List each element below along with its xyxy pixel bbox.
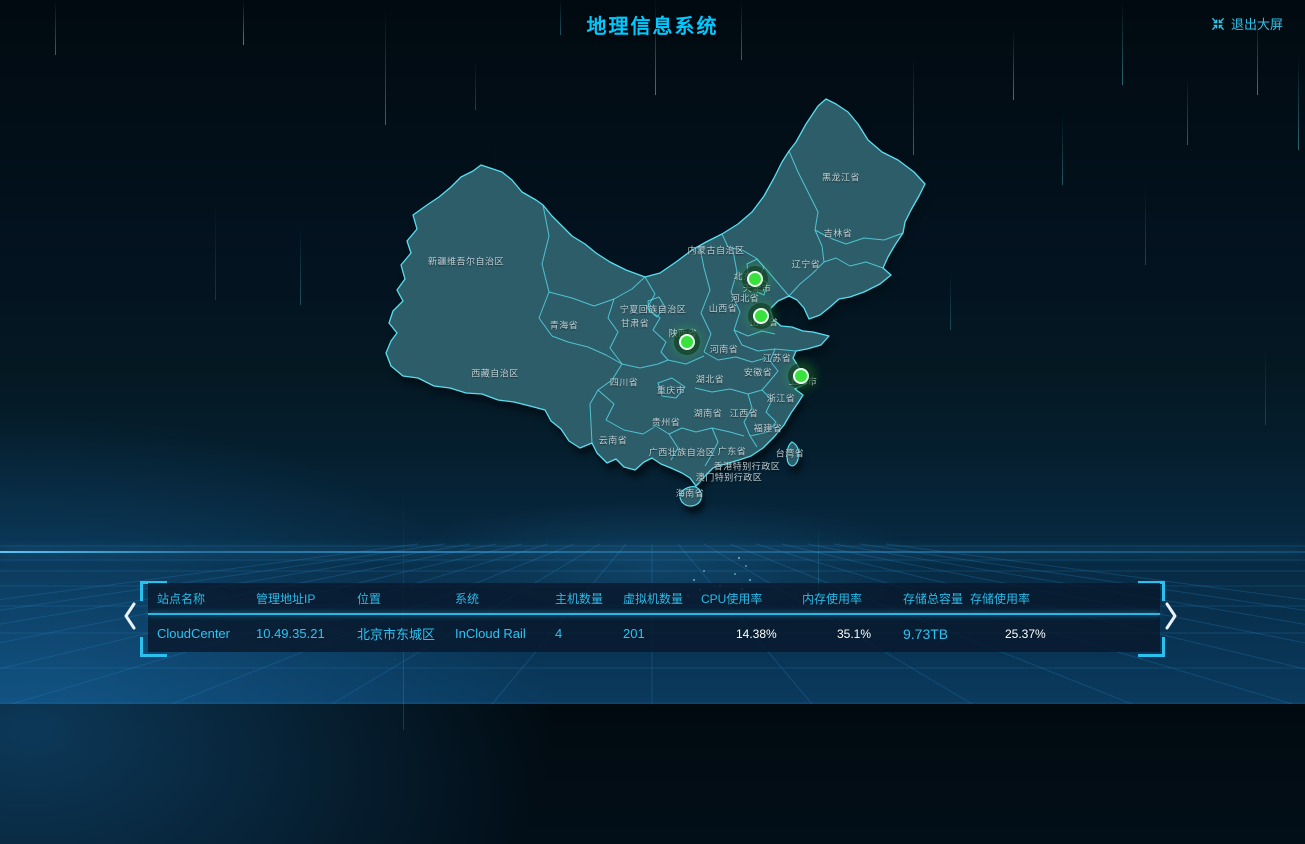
table-cell: 25.37% (1005, 626, 1046, 641)
table-cell: 北京市东城区 (357, 627, 436, 642)
table-cell: 35.1% (837, 626, 872, 641)
table-row[interactable]: CloudCenter 10.49.35.21 北京市东城区 InCloud Rail… (148, 615, 1160, 652)
table-cell: InCloud Rail (455, 626, 526, 641)
chevron-right-icon (1165, 602, 1177, 630)
exit-fullscreen-icon (1211, 17, 1225, 30)
site-marker[interactable] (793, 368, 809, 384)
next-page-button[interactable] (1164, 601, 1178, 631)
exit-fullscreen-label: 退出大屏 (1230, 17, 1283, 32)
table-separator (148, 613, 1160, 615)
column-header: 系统 (455, 591, 480, 606)
page-title: 地理信息系统 (586, 16, 719, 38)
column-header: 虚拟机数量 (623, 591, 684, 606)
column-header: 管理地址IP (256, 591, 316, 606)
column-header: 站点名称 (157, 591, 206, 606)
column-header: 位置 (357, 591, 382, 606)
exit-fullscreen-button[interactable]: 退出大屏 (1205, 13, 1289, 34)
sites-table-panel: 站点名称 管理地址IP 位置 系统 主机数量 虚拟机数量 CPU使用率 内存使用率 存储总容量存… (148, 583, 1160, 652)
site-marker[interactable] (679, 334, 695, 350)
table-cell: 10.49.35.21 (256, 626, 325, 641)
province-borders (538, 150, 904, 467)
site-marker[interactable] (747, 271, 763, 287)
table-cell: CloudCenter (157, 626, 230, 641)
table-cell: 201 (623, 626, 645, 641)
hainan-island (679, 486, 702, 507)
column-header: 主机数量 (555, 591, 604, 606)
prev-page-button[interactable] (123, 601, 137, 631)
table-cell: 14.38% (736, 626, 777, 641)
chevron-left-icon (124, 602, 136, 630)
taiwan-island (786, 441, 800, 467)
china-outline (385, 98, 926, 487)
site-marker[interactable] (753, 308, 769, 324)
china-map[interactable] (0, 0, 1305, 704)
column-header: CPU使用率 (701, 591, 763, 606)
column-header: 存储总容量 (903, 591, 964, 606)
table-header-row: 站点名称 管理地址IP 位置 系统 主机数量 虚拟机数量 CPU使用率 内存使用率 存储总容量存… (148, 583, 1160, 613)
column-header: 内存使用率 (802, 591, 863, 606)
column-header: 存储使用率 (970, 591, 1031, 606)
table-cell: 4 (555, 626, 563, 641)
table-body: CloudCenter 10.49.35.21 北京市东城区 InCloud Rail… (148, 615, 1160, 652)
table-cell: 9.73TB (903, 625, 949, 642)
